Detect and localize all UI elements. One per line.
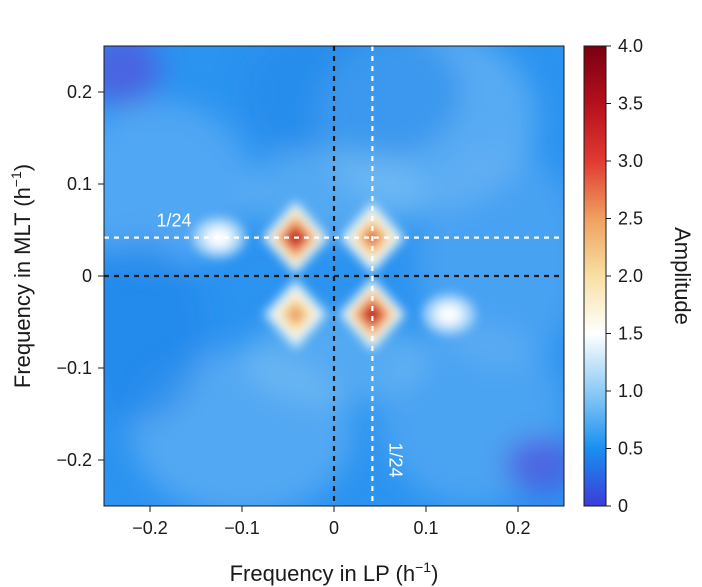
heatmap-texture-patch <box>242 46 463 166</box>
y-tick-label: −0.1 <box>56 358 92 378</box>
y-tick-label: 0.2 <box>67 82 92 102</box>
colorbar-tick-label: 2.0 <box>618 266 643 286</box>
heatmap-texture-patch <box>104 239 206 424</box>
y-tick-label: 0 <box>82 266 92 286</box>
x-tick-label: −0.2 <box>132 518 168 538</box>
colorbar-tick-label: 3.0 <box>618 151 643 171</box>
y-tick-label: −0.2 <box>56 450 92 470</box>
one-over-24-label: 1/24 <box>385 442 405 477</box>
heatmap-texture-patch <box>104 46 160 106</box>
amplitude-peak <box>263 278 329 351</box>
colorbar-ticks: 0 0.5 1.0 1.5 2.0 2.5 3.0 3.5 4.0 <box>606 36 643 516</box>
x-tick-label: 0.1 <box>413 518 438 538</box>
x-axis-label: Frequency in LP (h−1) <box>230 559 439 586</box>
y-axis-ticks: 0.2 0.1 0 −0.1 −0.2 <box>56 82 104 470</box>
colorbar-tick-label: 1.0 <box>618 381 643 401</box>
colorbar-tick-label: 3.5 <box>618 94 643 114</box>
colorbar-tick-label: 0 <box>618 496 628 516</box>
amplitude-peak <box>338 277 406 352</box>
x-axis-ticks: −0.2 −0.1 0 0.1 0.2 <box>132 506 531 538</box>
x-tick-label: 0 <box>329 518 339 538</box>
reference-lines <box>104 46 564 506</box>
colorbar-tick-label: 0.5 <box>618 439 643 459</box>
secondary-peak <box>423 294 475 335</box>
heatmap-area <box>104 46 564 506</box>
colorbar-tick-label: 1.5 <box>618 324 643 344</box>
annotations: 1/24 1/24 <box>156 211 405 478</box>
colorbar: 0 0.5 1.0 1.5 2.0 2.5 3.0 3.5 4.0 Amplitude <box>583 36 695 516</box>
colorbar-gradient <box>583 45 607 507</box>
y-axis-label: Frequency in MLT (h−1) <box>8 164 35 388</box>
x-tick-label: 0.2 <box>505 518 530 538</box>
colorbar-tick-label: 4.0 <box>618 36 643 56</box>
one-over-24-label: 1/24 <box>156 211 191 231</box>
colorbar-tick-label: 2.5 <box>618 209 643 229</box>
x-tick-label: −0.1 <box>224 518 260 538</box>
y-tick-label: 0.1 <box>67 174 92 194</box>
colorbar-label: Amplitude <box>670 227 695 325</box>
heatmap-texture-patch <box>504 437 564 493</box>
